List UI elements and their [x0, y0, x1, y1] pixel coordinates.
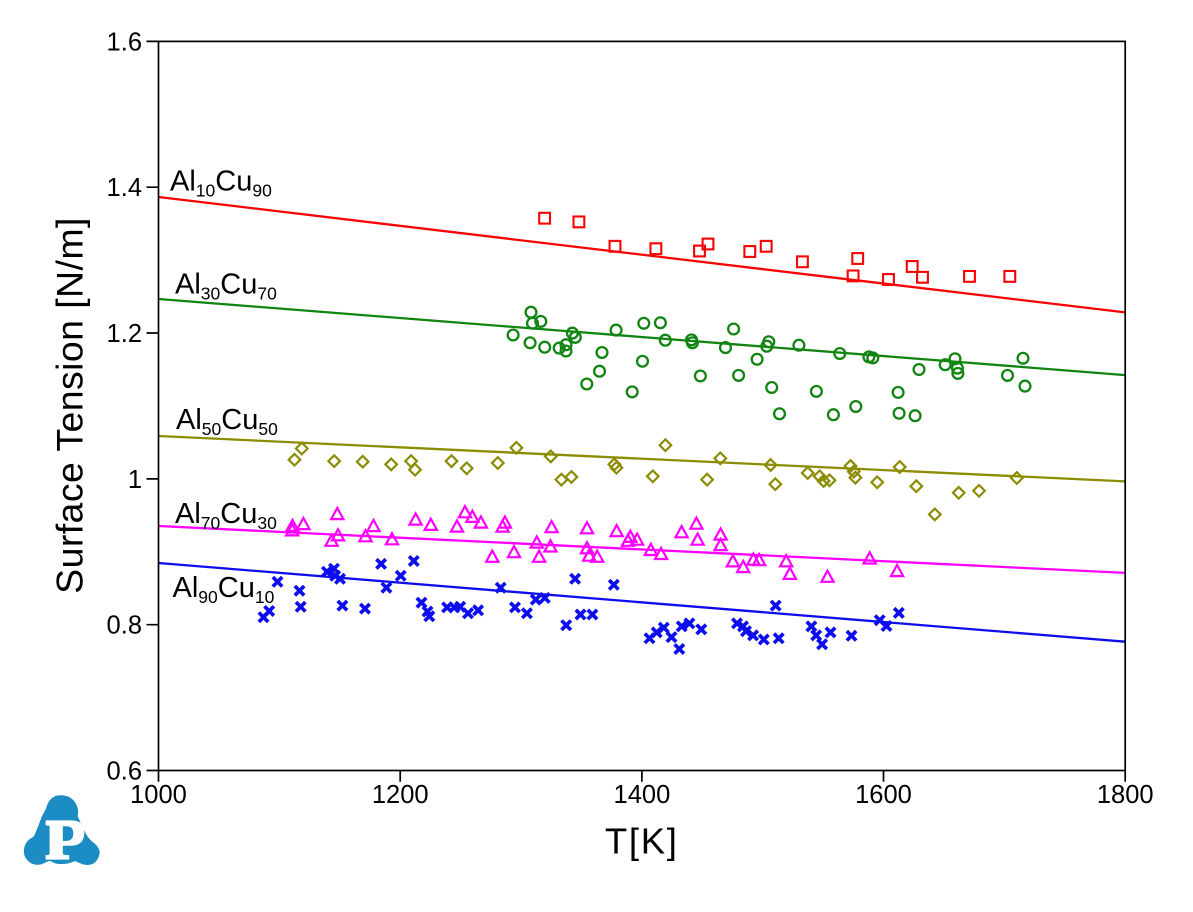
- svg-text:1.4: 1.4: [107, 174, 142, 202]
- svg-text:1: 1: [128, 466, 142, 494]
- svg-text:1400: 1400: [614, 781, 671, 809]
- svg-text:0.8: 0.8: [107, 612, 142, 640]
- svg-text:1600: 1600: [855, 781, 912, 809]
- svg-text:1000: 1000: [130, 781, 187, 809]
- svg-text:1200: 1200: [372, 781, 429, 809]
- svg-text:Al10Cu90: Al10Cu90: [170, 165, 272, 200]
- svg-text:Al30Cu70: Al30Cu70: [175, 268, 277, 303]
- svg-text:1.2: 1.2: [107, 320, 142, 348]
- svg-text:Surface Tension [N/m]: Surface Tension [N/m]: [49, 217, 91, 594]
- svg-text:1800: 1800: [1097, 781, 1154, 809]
- svg-text:0.6: 0.6: [107, 758, 142, 786]
- svg-text:1.6: 1.6: [107, 28, 142, 56]
- svg-text:T[K]: T[K]: [605, 821, 679, 862]
- svg-text:Al70Cu30: Al70Cu30: [175, 498, 277, 533]
